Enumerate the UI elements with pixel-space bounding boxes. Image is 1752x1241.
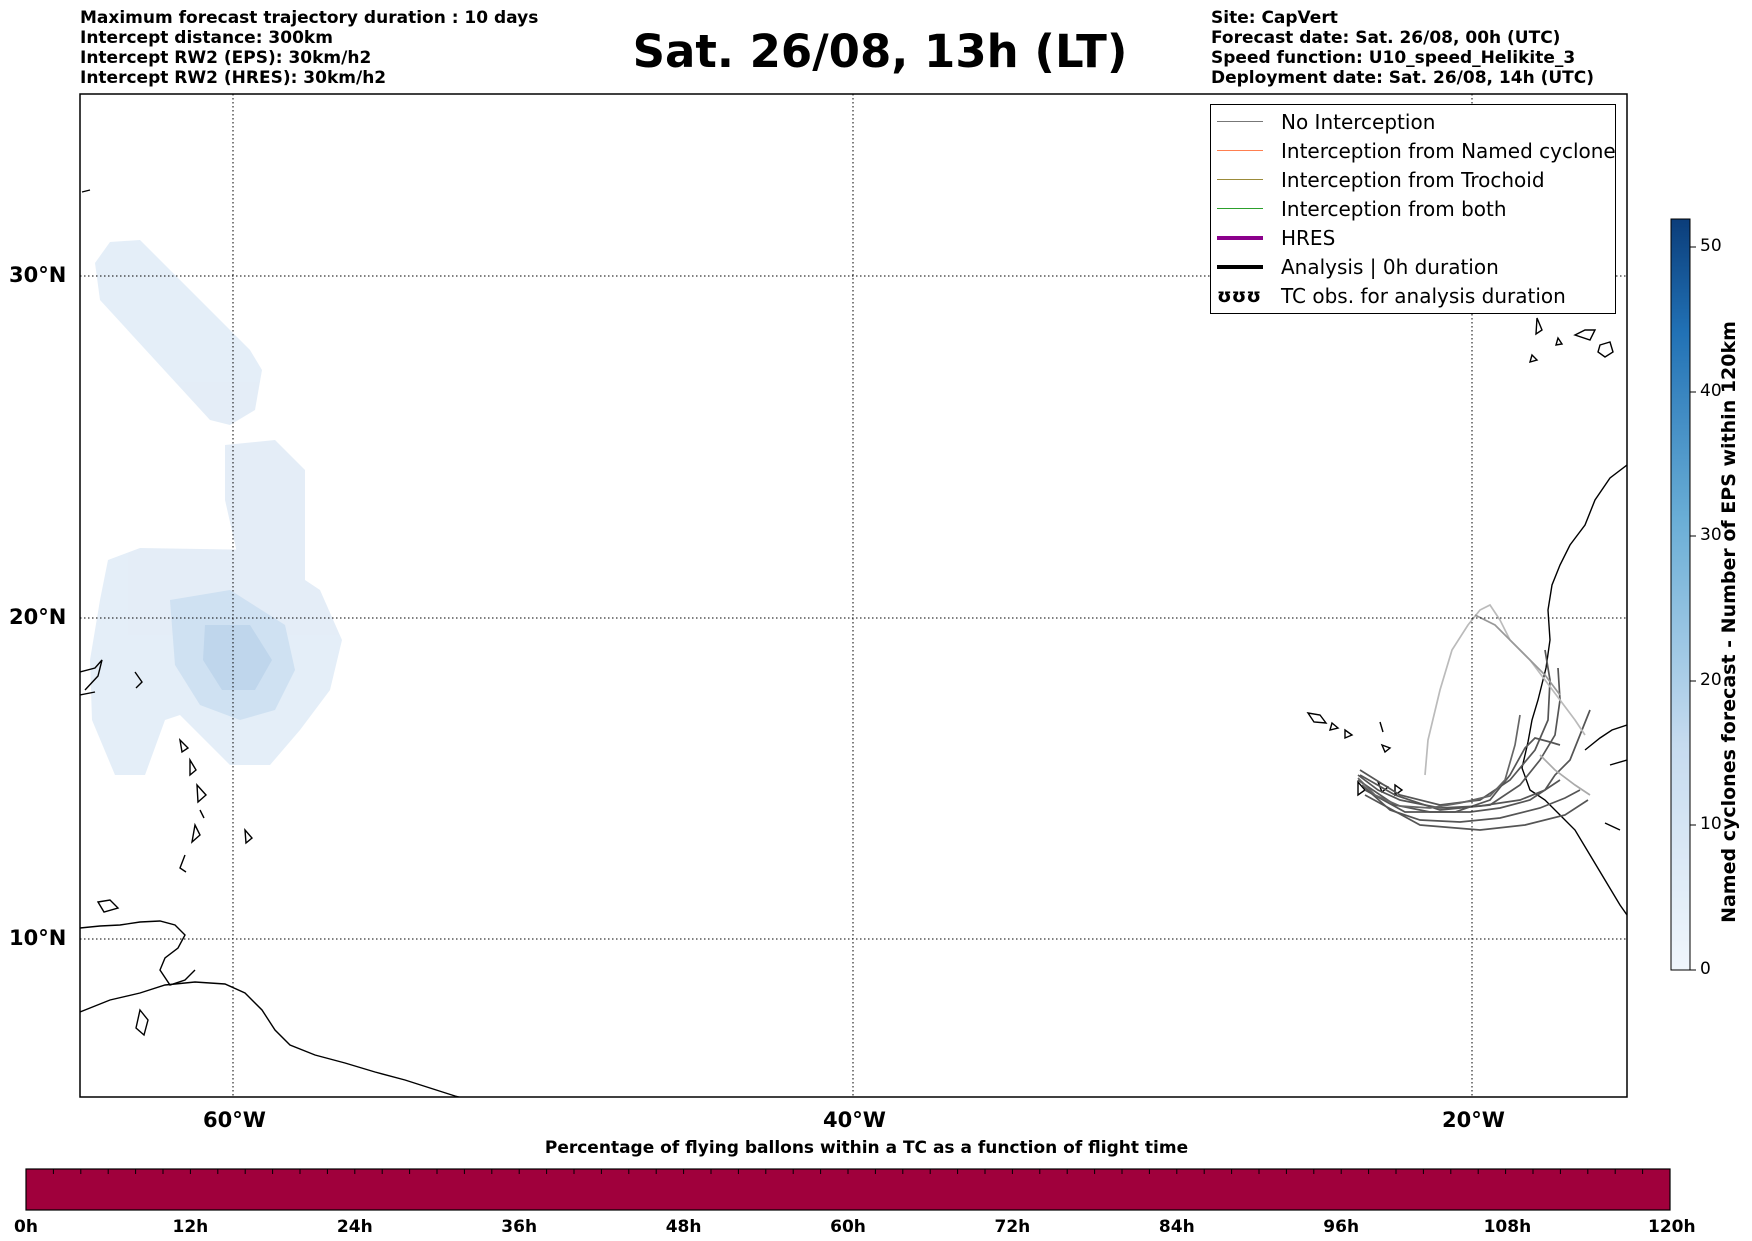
legend-item-analysis: Analysis | 0h duration <box>1217 252 1499 281</box>
timebar-tick-label: 72h <box>994 1217 1031 1237</box>
lon-label-60w: 60°W <box>203 1108 266 1132</box>
legend-item-named-cyclone: Interception from Named cyclone <box>1217 136 1616 165</box>
timebar-tick-label: 84h <box>1158 1217 1195 1237</box>
map-legend: No Interception Interception from Named … <box>1210 104 1616 314</box>
eps-density-peak <box>203 625 272 690</box>
legend-swatch-hres <box>1217 235 1263 240</box>
intercept-eps-text: Intercept RW2 (EPS): 30km/h2 <box>80 48 372 68</box>
legend-swatch-trochoid <box>1217 179 1263 180</box>
timebar-tick-label: 96h <box>1323 1217 1360 1237</box>
colorbar-tick-20: 20 <box>1700 670 1722 690</box>
trajectories <box>1357 603 1591 831</box>
lat-label-30n: 30°N <box>9 263 67 287</box>
colorbar-title: Named cyclones forecast - Number of EPS … <box>1718 321 1740 923</box>
timebar-title: Percentage of flying ballons within a TC… <box>544 1138 1189 1158</box>
timebar-tick-label: 60h <box>830 1217 866 1237</box>
timebar-tick-label: 48h <box>665 1217 702 1237</box>
header-right-info: Site: CapVert Forecast date: Sat. 26/08,… <box>1211 8 1594 88</box>
tc-symbol-icon: ʊʊʊ <box>1217 284 1262 307</box>
legend-item-trochoid: Interception from Trochoid <box>1217 165 1545 194</box>
coastlines <box>80 189 1627 1097</box>
colorbar-tick-0: 0 <box>1700 959 1711 979</box>
lon-label-20w: 20°W <box>1442 1108 1505 1132</box>
intercept-distance-text: Intercept distance: 300km <box>80 28 333 48</box>
legend-item-no-interception: No Interception <box>1217 107 1435 136</box>
legend-swatch-named-cyclone <box>1217 150 1263 151</box>
deployment-date-text: Deployment date: Sat. 26/08, 14h (UTC) <box>1211 68 1595 88</box>
colorbar <box>1670 218 1696 971</box>
legend-item-tc-obs: ʊʊʊ TC obs. for analysis duration <box>1217 283 1566 308</box>
site-text: Site: CapVert <box>1211 8 1338 28</box>
lon-label-40w: 40°W <box>823 1108 886 1132</box>
timebar-tick-label: 24h <box>336 1217 373 1237</box>
colorbar-tick-40: 40 <box>1700 381 1722 401</box>
lat-label-10n: 10°N <box>9 926 67 950</box>
speed-function-text: Speed function: U10_speed_Helikite_3 <box>1211 48 1576 68</box>
intercept-hres-text: Intercept RW2 (HRES): 30km/h2 <box>80 68 387 88</box>
colorbar-tick-30: 30 <box>1700 525 1722 545</box>
header-left-info: Maximum forecast trajectory duration : 1… <box>80 8 538 88</box>
timebar-tick-label: 120h <box>1648 1217 1696 1237</box>
colorbar-tick-10: 10 <box>1700 814 1722 834</box>
timebar-tick-label: 12h <box>172 1217 209 1237</box>
timebar-tick-label: 36h <box>501 1217 538 1237</box>
timebar-tick-label: 108h <box>1483 1217 1532 1237</box>
forecast-date-text: Forecast date: Sat. 26/08, 00h (UTC) <box>1211 28 1561 48</box>
page-title: Sat. 26/08, 13h (LT) <box>632 25 1128 78</box>
lat-label-20n: 20°N <box>9 605 67 629</box>
legend-item-hres: HRES <box>1217 223 1335 252</box>
legend-swatch-both <box>1217 208 1263 209</box>
map-frame <box>79 93 1628 1098</box>
colorbar-tick-50: 50 <box>1700 236 1722 256</box>
legend-swatch-no-interception <box>1217 121 1263 122</box>
legend-item-both: Interception from both <box>1217 194 1507 223</box>
timebar-tick-label: 0h <box>14 1217 38 1237</box>
timebar <box>25 1168 1671 1211</box>
max-duration-text: Maximum forecast trajectory duration : 1… <box>80 8 539 28</box>
legend-swatch-analysis <box>1217 264 1263 269</box>
